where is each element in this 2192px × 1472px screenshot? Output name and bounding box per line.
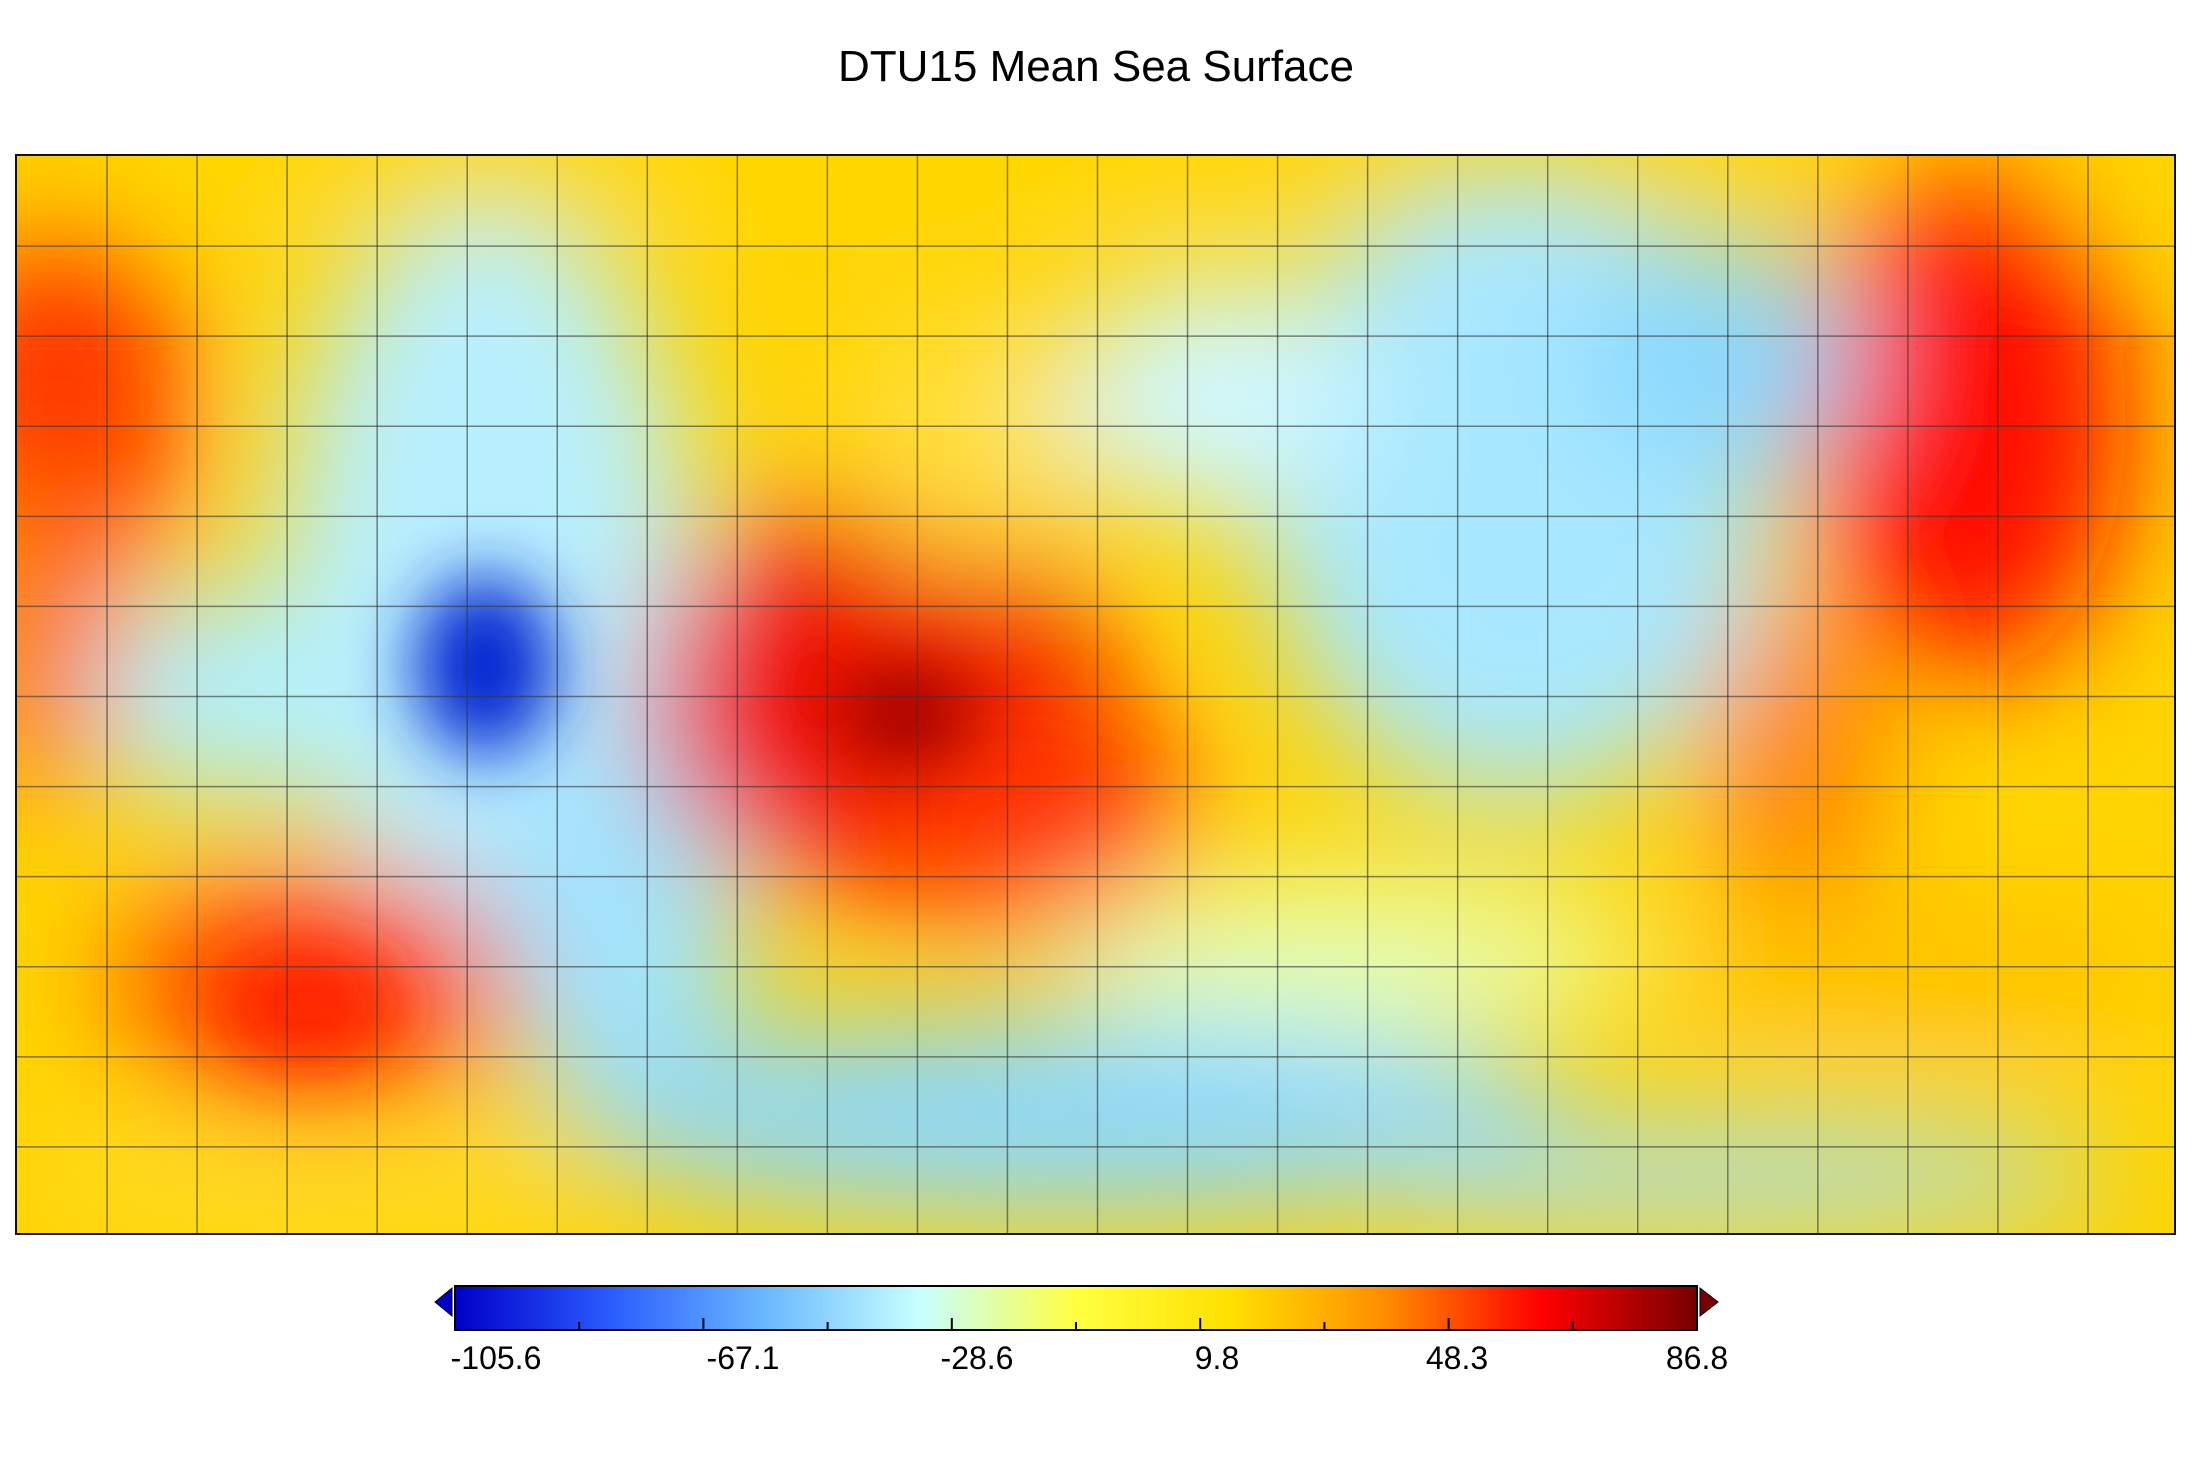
colorbar-tick-label: -28.6	[940, 1340, 1014, 1376]
colorbar-extend-max	[1699, 1286, 1719, 1318]
colorbar	[434, 1285, 1719, 1331]
heatmap-field	[17, 156, 2174, 1233]
map-title: DTU15 Mean Sea Surface	[837, 42, 1355, 91]
colorbar-extend-min	[434, 1286, 453, 1318]
graticule	[17, 156, 2174, 1233]
colorbar-tick-label: 48.3	[1425, 1340, 1489, 1376]
colorbar-tick-label: -105.6	[450, 1340, 542, 1376]
colorbar-tick-label: 86.8	[1665, 1340, 1729, 1376]
sea-surface-map	[15, 154, 2176, 1235]
colorbar-tick-label: -67.1	[706, 1340, 780, 1376]
colorbar-tick-label: 9.8	[1194, 1340, 1240, 1376]
